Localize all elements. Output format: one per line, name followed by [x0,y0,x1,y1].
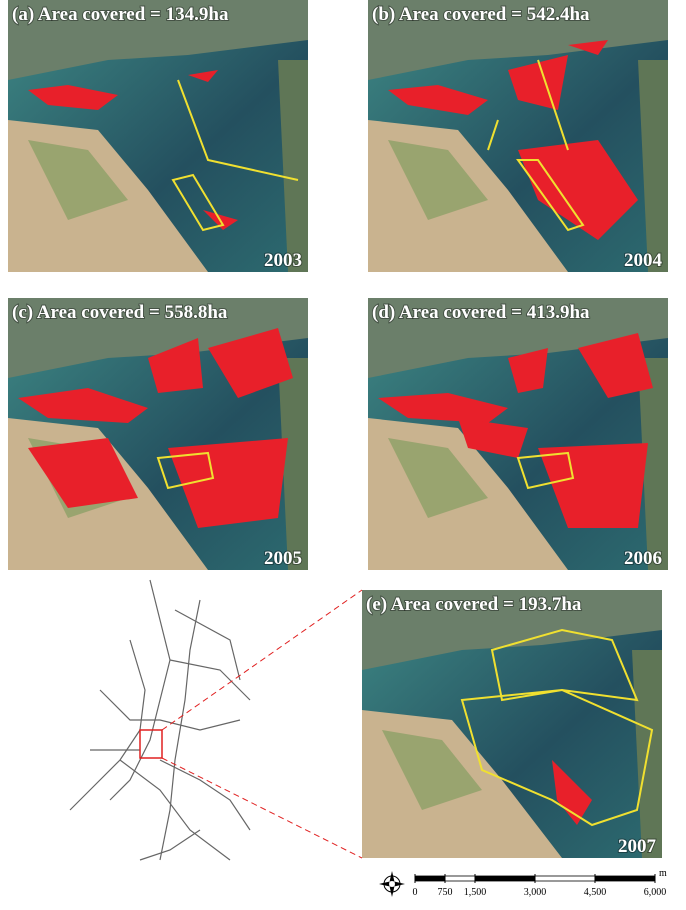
panel-label: (a) Area covered = 134.9ha [12,4,229,25]
panel-label: (e) Area covered = 193.7ha [366,594,582,615]
compass [379,871,405,897]
year-label: 2005 [264,548,302,569]
year-label: 2006 [624,548,662,569]
panel-label: (c) Area covered = 558.8ha [12,302,228,323]
satellite-panel: (c) Area covered = 558.8ha 2005 [8,298,308,570]
scale-tick-label: 1,500 [464,887,487,898]
scale-tick-label: 3,000 [524,887,547,898]
river-network-inset [70,580,250,860]
scale-tick-label: 4,500 [584,887,607,898]
satellite-panel: (a) Area covered = 134.9ha 2003 [8,0,308,272]
satellite-panel: (e) Area covered = 193.7ha 2007 [362,590,662,858]
scale-segment [415,876,445,881]
panels: (a) Area covered = 134.9ha 2003 (b) Area c… [8,0,668,858]
year-label: 2007 [618,836,657,857]
scale-unit: m [659,868,667,879]
scale-segment [445,876,475,881]
panel-label: (b) Area covered = 542.4ha [372,4,590,25]
satellite-panel: (b) Area covered = 542.4ha 2004 [368,0,668,272]
scale-segment [595,876,655,881]
scale-tick-label: 0 [413,887,418,898]
scale-bar: 0 750 1,500 3,000 4,500 6,000 m [413,868,668,898]
scale-segment [535,876,595,881]
zoom-line [162,758,362,858]
figure: (a) Area covered = 134.9ha 2003 (b) Area c… [0,0,686,905]
scale-tick-label: 6,000 [644,887,667,898]
panel-label: (d) Area covered = 413.9ha [372,302,590,323]
scale-segment [475,876,535,881]
zoom-line [162,590,362,730]
year-label: 2004 [624,250,663,271]
year-label: 2003 [264,250,302,271]
scale-tick-label: 750 [438,887,453,898]
satellite-panel: (d) Area covered = 413.9ha 2006 [368,298,668,570]
